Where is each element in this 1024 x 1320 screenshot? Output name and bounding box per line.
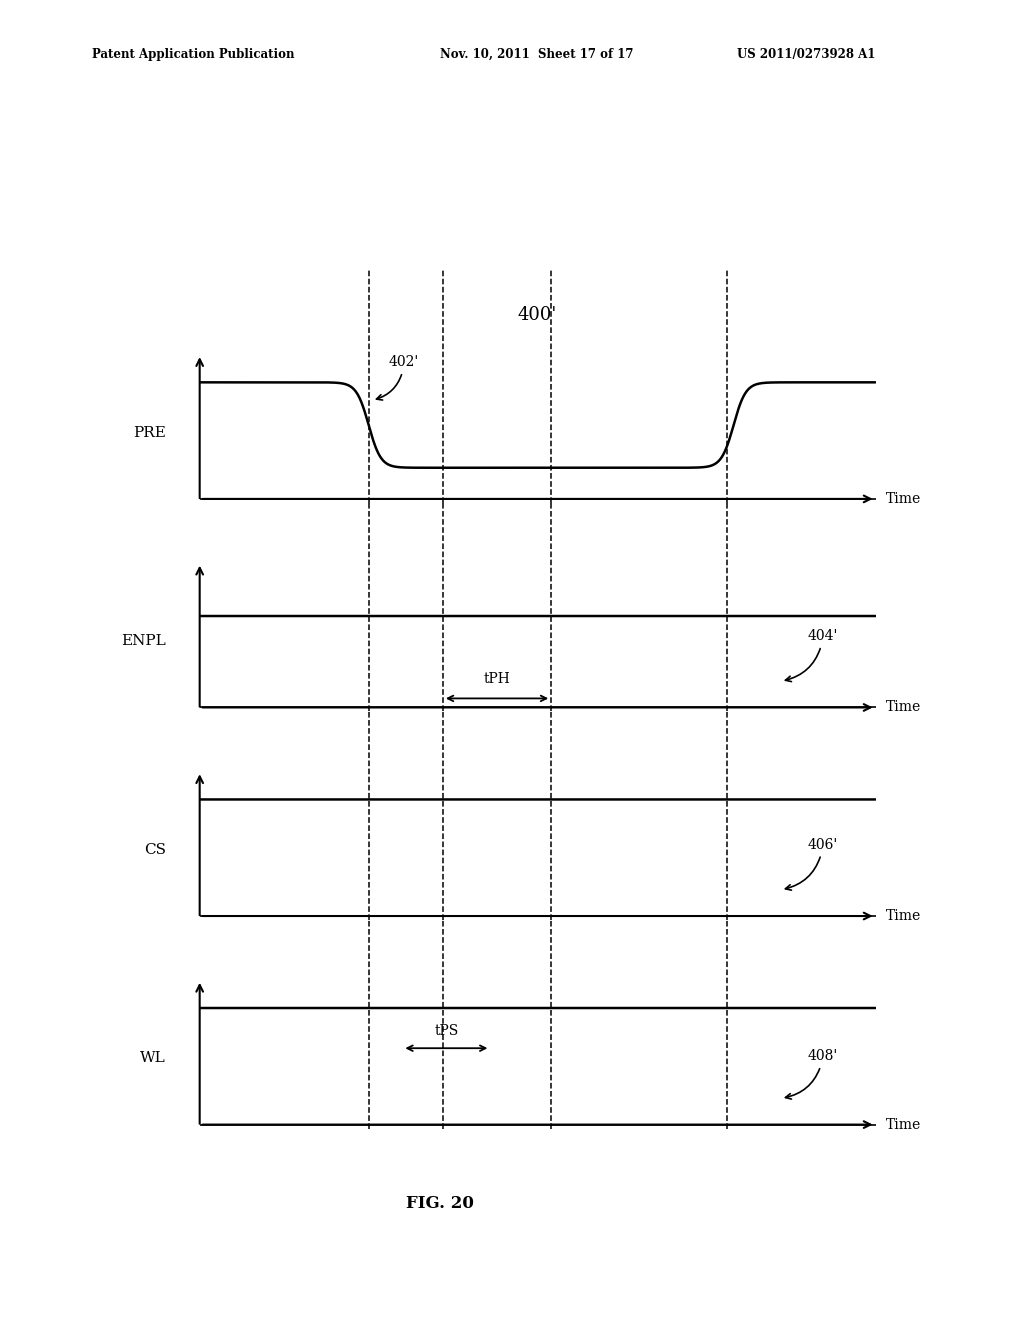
Text: US 2011/0273928 A1: US 2011/0273928 A1 [737, 48, 876, 61]
Text: tPH: tPH [483, 672, 510, 686]
Text: Time: Time [886, 909, 921, 923]
Text: Time: Time [886, 1118, 921, 1131]
Text: 406': 406' [785, 838, 839, 890]
Text: CS: CS [144, 842, 166, 857]
Text: PRE: PRE [133, 425, 166, 440]
Text: Time: Time [886, 492, 921, 506]
Text: 402': 402' [377, 355, 419, 400]
Text: WL: WL [140, 1051, 166, 1065]
Text: 408': 408' [785, 1049, 839, 1100]
Text: 400': 400' [518, 306, 557, 323]
Text: ENPL: ENPL [121, 634, 166, 648]
Text: Nov. 10, 2011  Sheet 17 of 17: Nov. 10, 2011 Sheet 17 of 17 [440, 48, 634, 61]
Text: Patent Application Publication: Patent Application Publication [92, 48, 295, 61]
Text: 404': 404' [785, 630, 839, 681]
Text: FIG. 20: FIG. 20 [407, 1196, 474, 1212]
Text: Time: Time [886, 701, 921, 714]
Text: tPS: tPS [434, 1024, 459, 1038]
